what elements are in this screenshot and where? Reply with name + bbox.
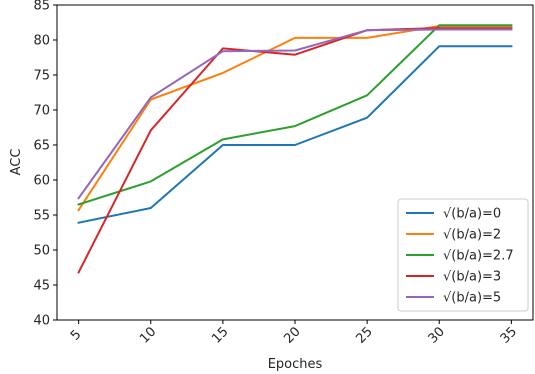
y-tick-label: 75 (33, 69, 50, 84)
plot-frame (56, 4, 534, 321)
x-tick-label: 35 (498, 324, 520, 346)
series-line-2 (77, 24, 513, 206)
legend-box (397, 198, 529, 312)
y-tick-label: 70 (33, 104, 50, 119)
series-line-4 (77, 28, 513, 200)
x-tick-label: 30 (426, 324, 448, 346)
y-tick-label: 55 (33, 209, 50, 224)
legend-entry-label: √(b/a)=3 (443, 270, 501, 285)
legend-entry-label: √(b/a)=2.7 (443, 249, 514, 264)
y-axis-label: ACC (9, 149, 24, 176)
x-tick-label: 10 (137, 324, 159, 346)
legend: √(b/a)=0 √(b/a)=2 √(b/a)=2.7 √(b/a)=3 √(b/a)… (397, 198, 529, 312)
y-tick-label: 40 (33, 314, 50, 329)
series-line-1 (77, 25, 513, 212)
y-tick-label: 85 (33, 0, 50, 14)
x-tick-label: 5 (68, 327, 84, 343)
series-line-0 (77, 45, 513, 224)
series-line-3 (77, 27, 513, 274)
x-axis-label: Epoches (268, 357, 323, 372)
y-tick-label: 60 (33, 174, 50, 189)
x-tick-label: 25 (353, 324, 375, 346)
x-tick-label: 15 (209, 324, 231, 346)
y-tick-label: 45 (33, 279, 50, 294)
legend-entry-label: √(b/a)=5 (443, 291, 501, 306)
legend-entry-label: √(b/a)=0 (443, 207, 501, 222)
x-tick-label: 20 (281, 324, 303, 346)
y-tick-label: 80 (33, 34, 50, 49)
y-tick-label: 50 (33, 244, 50, 259)
y-tick-label: 65 (33, 139, 50, 154)
legend-entry-label: √(b/a)=2 (443, 228, 501, 243)
